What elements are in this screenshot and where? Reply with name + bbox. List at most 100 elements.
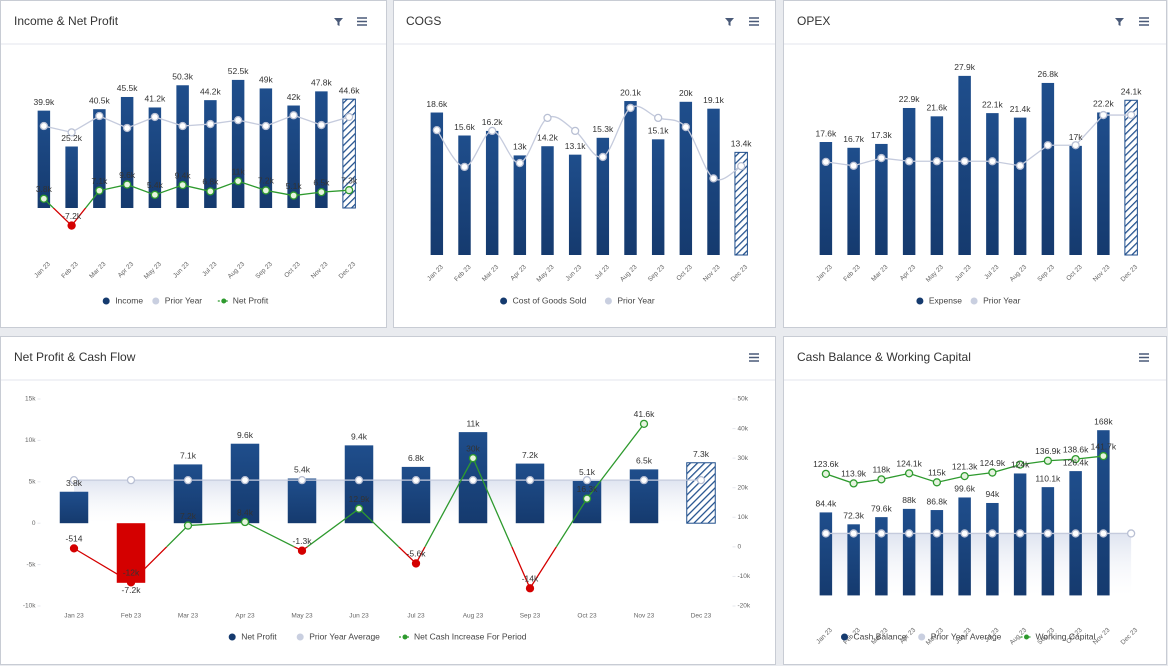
- marker: [411, 475, 421, 485]
- marker: [681, 122, 690, 132]
- bar: [458, 135, 471, 255]
- bar: [986, 502, 999, 596]
- y-tick-label: 50k: [738, 396, 749, 403]
- panel-title: Income & Net Profit: [14, 14, 119, 28]
- data-label: 6.5k: [636, 456, 653, 466]
- data-label: 22.1k: [982, 99, 1004, 109]
- menu-icon[interactable]: [357, 17, 1149, 362]
- data-label: 94k: [986, 489, 1000, 499]
- legend-symbol: [228, 633, 236, 641]
- marker: [877, 529, 886, 538]
- bar: [930, 116, 944, 255]
- line-layer: [821, 110, 1136, 170]
- bar: [819, 142, 833, 255]
- data-label: 168k: [1094, 416, 1113, 426]
- bar: [204, 100, 217, 208]
- data-label: 27.9k: [954, 62, 976, 72]
- x-tick-label: Apr 23: [235, 613, 255, 620]
- label-layer: 3.8k -7.2k 7.1k 9.6k 5.4k 9.4k 6.8k 11k 7.2k 5.1k…: [65, 409, 709, 595]
- marker: [95, 111, 104, 121]
- marker: [39, 194, 49, 203]
- marker: [988, 468, 997, 477]
- line: [73, 546, 558, 590]
- legend-label: Prior Year: [983, 295, 1020, 305]
- x-tick-label: Mar 23: [178, 613, 199, 620]
- marker: [261, 186, 271, 195]
- marker: [654, 113, 663, 123]
- data-label: 121.3k: [952, 461, 978, 471]
- marker: [297, 546, 307, 555]
- data-label: 118k: [872, 465, 891, 475]
- bar: [958, 497, 971, 596]
- panel: OPEX: [783, 0, 1167, 328]
- data-label: 13.1k: [565, 141, 587, 151]
- data-label: 16.3k: [577, 484, 599, 494]
- bar: [430, 112, 444, 255]
- legend-symbol: [1024, 634, 1029, 640]
- legend-symbol: [102, 297, 110, 305]
- data-label: 20.1k: [620, 87, 642, 97]
- line-layer: [821, 451, 1136, 538]
- legend-symbol: [970, 297, 978, 305]
- marker: [525, 475, 535, 485]
- data-label: 17.3k: [871, 130, 893, 140]
- marker: [639, 475, 649, 485]
- legend-item: Working Capital: [1020, 631, 1095, 641]
- bar: [1041, 487, 1055, 596]
- bar: [679, 101, 693, 255]
- legend-label: Prior Year: [617, 295, 654, 305]
- bar: [342, 98, 356, 209]
- legend-item: Prior Year: [970, 295, 1021, 305]
- marker: [468, 453, 478, 463]
- data-label: 113.9k: [841, 469, 867, 479]
- marker: [432, 125, 441, 135]
- data-label: 138.6k: [1063, 444, 1089, 454]
- marker: [582, 494, 592, 503]
- bar: [819, 512, 833, 596]
- data-label: 22.2k: [1093, 99, 1115, 109]
- panel-title: OPEX: [797, 14, 830, 28]
- data-label: 11k: [232, 166, 246, 176]
- marker: [932, 529, 942, 538]
- data-label: 126.4k: [1063, 457, 1089, 467]
- data-label: 72.3k: [843, 511, 865, 521]
- marker: [1099, 110, 1108, 120]
- panel: Income & Net Profit: [0, 0, 387, 328]
- legend-label: Net Cash Increase For Period: [414, 631, 527, 641]
- x-tick-label: Feb 23: [121, 613, 142, 620]
- marker: [69, 475, 79, 485]
- data-label: 40.5k: [89, 95, 111, 105]
- data-label: 141.7k: [1091, 441, 1117, 451]
- marker: [488, 126, 497, 136]
- bar: [513, 155, 527, 255]
- bar: [315, 91, 328, 208]
- marker: [821, 469, 831, 479]
- legend-label: Income: [115, 295, 143, 305]
- x-tick-label: Jan 23: [64, 613, 84, 620]
- bar: [686, 462, 716, 524]
- marker: [1043, 529, 1053, 538]
- legend-item: Prior Year Average: [918, 631, 1002, 641]
- data-label: 115k: [928, 468, 947, 478]
- y-tick-label: -10k: [738, 573, 751, 580]
- data-label: 7.2k: [258, 176, 275, 186]
- marker: [67, 221, 76, 230]
- data-label: 14.2k: [537, 132, 559, 142]
- data-label: 49k: [259, 75, 273, 85]
- bar: [875, 143, 888, 255]
- line: [825, 114, 1132, 167]
- marker: [932, 478, 942, 487]
- y-tick-label: -5k: [26, 561, 36, 568]
- filter-icon[interactable]: [334, 18, 1124, 26]
- data-label: 7.2k: [180, 511, 197, 521]
- data-label: 15.3k: [592, 124, 614, 134]
- data-label: -12k: [123, 568, 140, 578]
- legend-item: Cash Balance: [841, 631, 907, 641]
- legend-item: Prior Year: [152, 295, 202, 305]
- data-label: 45.5k: [117, 83, 139, 93]
- data-label: 9.4k: [351, 432, 368, 442]
- legend-symbol: [916, 297, 924, 305]
- bar: [847, 147, 860, 255]
- legend-label: Prior Year: [165, 295, 202, 305]
- data-label: -14k: [522, 574, 539, 584]
